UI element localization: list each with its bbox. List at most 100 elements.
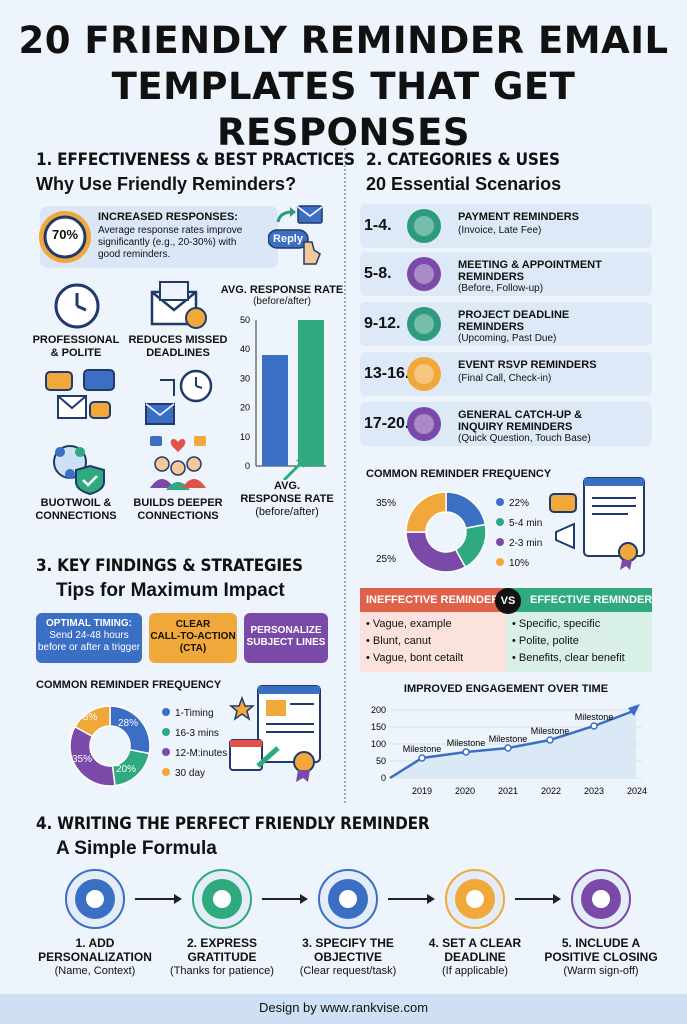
milestone-label: Milestone: [531, 726, 570, 736]
category-icon: [407, 209, 441, 243]
donut-label: 8%: [83, 712, 98, 723]
y-tick-label: 150: [371, 722, 386, 732]
effective-item: • Polite, polite: [512, 635, 579, 647]
milestone-label: Milestone: [489, 734, 528, 744]
step-subtitle: (Clear request/task): [299, 965, 397, 977]
step-icon: [192, 869, 252, 929]
trend-arrow-head: [296, 458, 306, 468]
feature-deeper-connections: BUILDS DEEPER CONNECTIONS: [133, 497, 223, 522]
category-title-2: REMINDERS: [458, 321, 525, 333]
y-tick-label: 40: [240, 344, 250, 354]
x-tick-label: 2023: [584, 786, 604, 796]
ineffective-title: INEFFECTIVE REMINDER: [366, 594, 500, 606]
freq-title-3: COMMON REMINDER FREQUENCY: [36, 679, 222, 691]
legend-label: 10%: [509, 558, 530, 569]
freq-title-2: COMMON REMINDER FREQUENCY: [366, 468, 552, 480]
category-number: 5-8.: [364, 265, 392, 282]
trend-arrow: [282, 460, 304, 480]
step-title-2: PERSONALIZATION: [38, 950, 152, 964]
legend-dot: [162, 728, 170, 736]
category-icon: [407, 357, 441, 391]
reply-email-icon: [268, 205, 323, 265]
section-1-heading: 1. EFFECTIVENESS & BEST PRACTICES: [36, 150, 355, 170]
step-title: 4. SET A CLEAR: [428, 936, 522, 950]
legend-item: 22%: [496, 498, 529, 509]
x-tick-label: 2024: [627, 786, 647, 796]
legend-dot: [162, 748, 170, 756]
bar-chart-subtitle: (before/after): [253, 296, 311, 307]
bar-chart-title: AVG. RESPONSE RATE: [220, 284, 344, 296]
category-title: MEETING & APPOINTMENT: [458, 259, 602, 271]
freq-left-bottom: 25%: [376, 554, 397, 565]
bar: [298, 320, 324, 466]
tip-optimal-timing: OPTIMAL TIMING: Send 24-48 hours before …: [36, 613, 142, 663]
legend-label: 30 day: [175, 768, 206, 779]
feature-connections: BUOTWOIL & CONNECTIONS: [35, 497, 117, 522]
legend-item: 16-3 mins: [162, 728, 219, 739]
category-title: PAYMENT REMINDERS: [458, 211, 580, 223]
tip-personalize: PERSONALIZE SUBJECT LINES: [244, 613, 328, 663]
step-arrow: [388, 894, 435, 904]
donut-slice: [445, 491, 487, 530]
step-title: 1. ADD: [75, 936, 115, 950]
step-title-2: OBJECTIVE: [313, 950, 382, 964]
donut-label: 35%: [72, 754, 92, 765]
step-arrow: [515, 894, 561, 904]
section-2-subheading: 20 Essential Scenarios: [366, 174, 562, 194]
donut-slice: [109, 705, 151, 755]
section-3-heading: 3. KEY FINDINGS & STRATEGIES: [36, 556, 303, 576]
frequency-donut-2: [405, 491, 487, 573]
donut-slice: [405, 491, 447, 533]
line-arrow-head: [628, 704, 640, 716]
percentage-badge-label: 70%: [51, 227, 79, 242]
legend-item: 2-3 min: [496, 538, 542, 549]
bar-chart-heading: AVG. RESPONSE RATE (before/after): [220, 284, 344, 307]
category-title-2: REMINDERS: [458, 271, 525, 283]
effective-body: [506, 612, 652, 672]
category-title: GENERAL CATCH-UP &: [458, 409, 583, 421]
milestone-point: [418, 754, 426, 762]
ineffective-item: • Blunt, canut: [366, 635, 432, 647]
footer-bar: [0, 994, 687, 1024]
category-number: 1-4.: [364, 217, 392, 234]
chat-bubbles-icon: [45, 369, 115, 419]
network-shield-icon: [53, 445, 105, 496]
step-arrow: [262, 894, 308, 904]
step-subtitle: (Name, Context): [54, 965, 136, 977]
category-number: 17-20.: [364, 415, 410, 432]
legend-label: 5-4 min: [509, 518, 543, 529]
section-3-subheading: Tips for Maximum Impact: [56, 580, 285, 601]
y-tick-label: 50: [240, 315, 250, 325]
step-title: 5. INCLUDE A: [561, 936, 641, 950]
vs-badge: VS: [495, 588, 521, 614]
y-tick-label: 200: [371, 705, 386, 715]
area-fill: [390, 710, 636, 778]
people-heart-icon: [150, 436, 206, 490]
step-icon: [318, 869, 378, 929]
section-2-heading: 2. CATEGORIES & USES: [366, 150, 560, 170]
step-title: 2. EXPRESS: [186, 936, 258, 950]
step-icon: [445, 869, 505, 929]
legend-item: 10%: [496, 558, 529, 569]
ineffective-item: • Vague, bont cetailt: [366, 652, 464, 664]
donut-slice: [405, 531, 467, 573]
milestone-point: [462, 748, 470, 756]
footer-credit: Design by www.rankvise.com: [258, 1000, 429, 1015]
category-title: PROJECT DEADLINE: [458, 309, 570, 321]
category-title: EVENT RSVP REMINDERS: [458, 359, 597, 371]
legend-item: 30 day: [162, 768, 205, 779]
legend-dot: [496, 518, 504, 526]
step-arrow: [135, 894, 182, 904]
y-tick-label: 50: [376, 756, 386, 766]
category-icon: [407, 307, 441, 341]
legend-label: 12-M:inutes: [175, 748, 228, 759]
category-number: 9-12.: [364, 315, 401, 332]
legend-label: 2-3 min: [509, 538, 543, 549]
category-subtitle: (Final Call, Check-in): [458, 373, 552, 384]
clock-icon: [54, 283, 100, 329]
legend-dot: [162, 768, 170, 776]
y-tick-label: 100: [371, 739, 386, 749]
milestone-point: [546, 736, 554, 744]
donut-slice: [69, 725, 116, 787]
